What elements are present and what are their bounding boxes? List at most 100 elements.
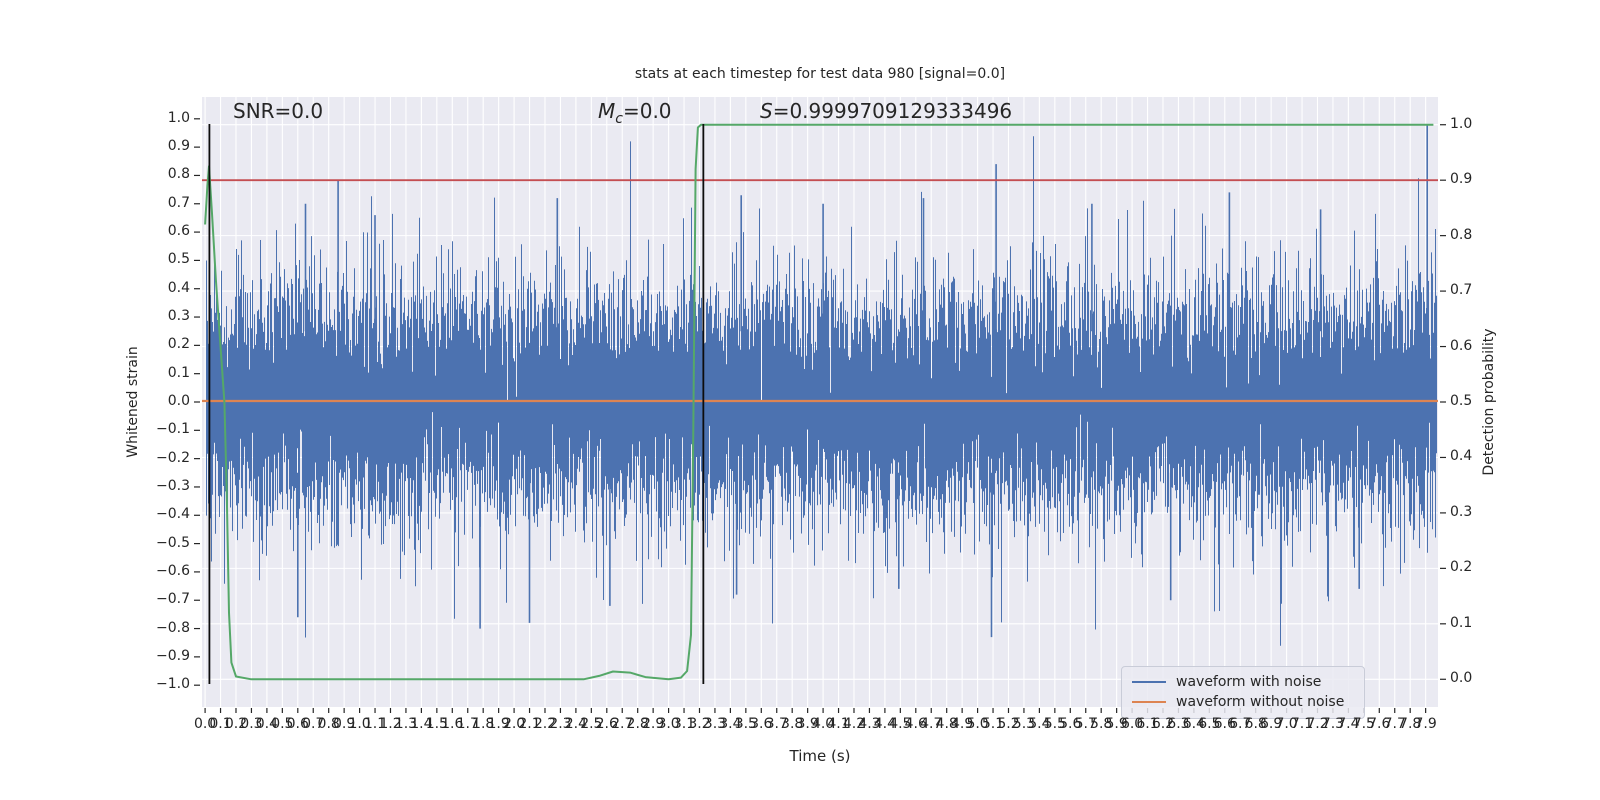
y-tick-label-left: −0.8 [156,619,190,636]
x-tick-label: 1.4 [410,716,433,732]
x-tick-label: 3.8 [781,716,804,732]
x-tick-label: 7.9 [1414,716,1437,732]
y-tick-label-left: 0.1 [167,364,190,381]
legend-item: waveform without noise [1132,692,1354,712]
x-tick-label: 4.1 [827,716,850,732]
x-tick-label: 7.8 [1399,716,1422,732]
x-tick-label: 6.5 [1198,716,1221,732]
annotation-mc-value: =0.0 [622,99,672,123]
x-tick-label: 2.3 [549,716,572,732]
y-tick-label-right: 0.6 [1450,337,1473,354]
x-tick-label: 0.5 [271,716,294,732]
y-tick-label-right: 0.0 [1450,670,1473,687]
x-tick-label: 5.9 [1105,716,1128,732]
x-tick-label: 4.3 [858,716,881,732]
x-tick-label: 0.6 [286,716,309,732]
legend-label: waveform without noise [1176,694,1345,710]
x-tick-label: 6.7 [1229,716,1252,732]
x-tick-label: 6.2 [1151,716,1175,732]
legend: waveform with noise waveform without noi… [1121,666,1365,719]
x-tick-label: 3.5 [734,716,757,732]
y-tick-label-left: 1.0 [167,109,190,126]
x-tick-label: 6.8 [1244,716,1267,732]
x-tick-label: 1.6 [441,716,464,732]
legend-line-waveform-without-noise [1132,701,1166,703]
legend-line-waveform-with-noise [1132,681,1166,683]
annotation-mc-symbol: M [598,99,616,123]
x-tick-label: 0.4 [255,716,278,732]
x-tick-label: 1.7 [456,716,479,732]
x-tick-label: 1.5 [425,716,448,732]
x-tick-label: 0.7 [302,716,325,732]
y-tick-label-left: 0.8 [167,166,190,183]
chart-title: stats at each timestep for test data 980… [634,66,1006,82]
y-tick-label-left: 0.4 [167,279,190,296]
x-tick-label: 3.7 [765,716,788,732]
y-tick-label-right: 0.9 [1450,171,1473,188]
x-tick-label: 7.1 [1290,716,1314,732]
x-tick-label: 6.0 [1120,716,1144,732]
x-tick-label: 3.4 [719,716,742,732]
y-tick-label-right: 0.3 [1450,503,1473,520]
x-tick-label: 1.1 [363,716,387,732]
x-tick-label: 3.0 [657,716,680,732]
x-tick-label: 6.6 [1213,716,1236,732]
x-tick-label: 7.3 [1321,716,1345,732]
x-tick-label: 4.8 [935,716,958,732]
x-tick-label: 2.7 [611,716,634,732]
x-tick-label: 3.9 [796,716,819,732]
x-tick-label: 2.2 [533,716,557,732]
y-tick-label-left: 0.9 [167,138,190,155]
x-tick-label: 2.9 [641,716,665,732]
y-tick-label-left: −0.7 [156,591,190,608]
y-tick-label-left: −0.4 [156,506,190,523]
y-tick-label-left: 0.2 [167,336,190,353]
y-tick-label-left: −0.5 [156,534,190,551]
x-tick-label: 3.6 [750,716,773,732]
annotation-mc-subscript: c [615,111,623,127]
x-tick-label: 5.3 [1012,716,1036,732]
x-axis-label: Time (s) [789,747,851,765]
x-tick-label: 5.5 [1043,716,1066,732]
x-tick-label: 2.0 [502,716,526,732]
x-tick-label: 0.8 [317,716,340,732]
x-tick-label: 0.0 [193,716,217,732]
x-tick-label: 5.1 [981,716,1005,732]
x-tick-label: 4.2 [842,716,866,732]
x-tick-label: 1.0 [348,716,371,732]
x-tick-label: 3.1 [672,716,696,732]
x-tick-label: 0.9 [332,716,356,732]
x-tick-label: 5.0 [966,716,989,732]
x-tick-label: 5.2 [997,716,1020,732]
x-tick-label: 1.9 [487,716,510,732]
y-tick-label-right: 0.7 [1450,282,1473,299]
y-tick-label-right: 0.1 [1450,614,1473,631]
y-tick-label-left: −0.6 [156,562,190,579]
y-tick-label-left: 0.6 [167,223,190,240]
x-tick-label: 4.7 [920,716,943,732]
annotation-snr-text: SNR=0.0 [233,99,324,123]
annotation-max-stat: S=0.9999709129333496 [760,99,1012,123]
legend-label: waveform with noise [1176,674,1322,690]
x-tick-label: 2.1 [518,716,541,732]
annotation-s-value: =0.9999709129333496 [772,99,1013,123]
y-tick-label-left: 0.3 [167,308,190,325]
x-tick-label: 5.8 [1090,716,1113,732]
x-tick-label: 7.7 [1383,716,1406,732]
x-tick-label: 6.1 [1136,716,1159,732]
y-tick-label-right: 0.8 [1450,226,1473,243]
x-tick-label: 2.5 [580,716,603,732]
annotation-snr: SNR=0.0 [233,99,323,123]
x-tick-label: 5.6 [1059,716,1082,732]
x-tick-label: 1.2 [379,716,402,732]
y-tick-label-left: 0.7 [167,194,190,211]
x-tick-label: 3.2 [688,716,711,732]
y-tick-label-left: 0.0 [167,393,190,409]
x-tick-label: 7.6 [1368,716,1391,732]
annotation-chirp-mass: Mc=0.0 [598,99,672,127]
y-tick-label-left: −1.0 [156,676,190,693]
x-tick-label: 5.7 [1074,716,1097,732]
x-tick-label: 6.9 [1259,716,1283,732]
x-tick-label: 7.4 [1337,716,1360,732]
